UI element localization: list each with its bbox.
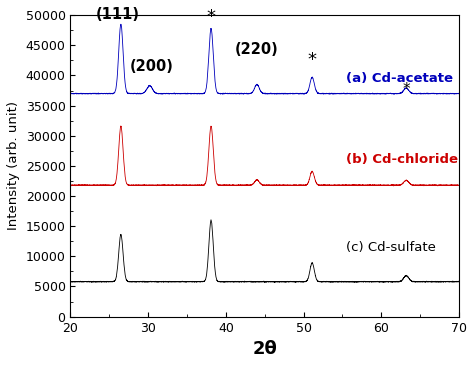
Text: (111): (111) xyxy=(96,7,140,22)
Text: (a) Cd-acetate: (a) Cd-acetate xyxy=(346,72,453,85)
Text: *: * xyxy=(207,8,216,26)
Text: (200): (200) xyxy=(130,59,174,74)
Text: (c) Cd-sulfate: (c) Cd-sulfate xyxy=(346,241,436,254)
Text: (220): (220) xyxy=(235,42,279,57)
X-axis label: 2θ: 2θ xyxy=(252,340,277,358)
Text: (b) Cd-chloride: (b) Cd-chloride xyxy=(346,153,458,166)
Y-axis label: Intensity (arb. unit): Intensity (arb. unit) xyxy=(7,101,20,230)
Text: *: * xyxy=(402,82,410,97)
Text: *: * xyxy=(308,51,317,69)
